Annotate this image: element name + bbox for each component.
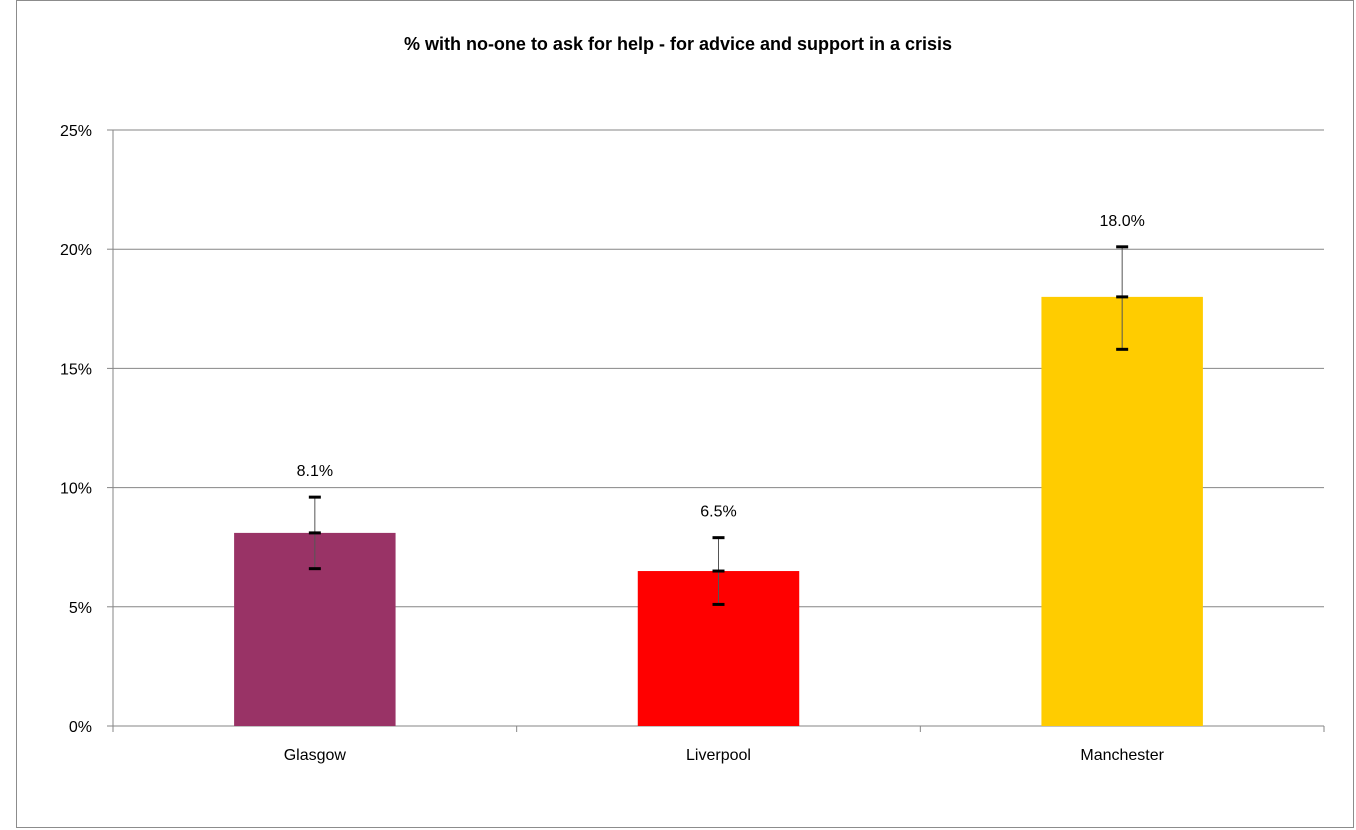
- y-tick-label: 25%: [60, 123, 92, 140]
- y-tick-label: 10%: [60, 481, 92, 498]
- x-tick-label: Glasgow: [284, 747, 347, 764]
- y-tick-label: 20%: [60, 242, 92, 259]
- data-label: 18.0%: [1099, 213, 1144, 230]
- x-tick-label: Liverpool: [686, 747, 751, 764]
- bars: [234, 296, 1203, 726]
- x-tick-label: Manchester: [1080, 747, 1164, 764]
- y-tick-label: 5%: [69, 600, 92, 617]
- y-tick-label: 15%: [60, 361, 92, 378]
- data-label: 6.5%: [700, 504, 736, 521]
- error-bars: [308, 245, 1129, 606]
- chart-title: % with no-one to ask for help - for advi…: [404, 34, 952, 54]
- labels: 0% 5% 10% 15% 20% 25% 8.1% Glasgow 6.5% Liverpool…: [60, 123, 1165, 764]
- data-label: 8.1%: [297, 463, 333, 480]
- y-tick-label: 0%: [69, 719, 92, 736]
- bar-manchester: [1041, 296, 1203, 726]
